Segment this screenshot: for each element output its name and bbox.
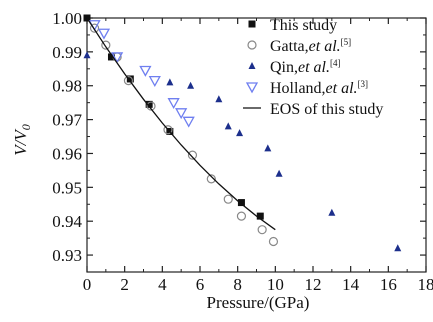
data-point-series-2 — [187, 81, 195, 89]
data-point-series-3 — [139, 65, 152, 77]
data-point-series-2 — [236, 129, 244, 137]
data-point-series-0 — [256, 212, 264, 220]
eos-fit-line — [86, 17, 276, 231]
y-axis: 1.00 0.99 0.98 0.97 0.96 0.95 0.94 0.93 — [52, 9, 426, 273]
data-point-series-2 — [394, 244, 402, 252]
y-axis-title-subscript: 0 — [19, 124, 33, 130]
data-point-series-3 — [182, 116, 195, 128]
data-point-series-3 — [167, 98, 180, 110]
data-point-series-1 — [187, 150, 198, 160]
data-point-series-1 — [223, 194, 233, 204]
legend-swatch — [247, 40, 257, 50]
legend-swatch — [248, 62, 256, 69]
data-point-series-0 — [126, 75, 134, 83]
x-tick-label: 8 — [233, 275, 242, 294]
legend-label: This study — [270, 17, 337, 34]
y-tick-label: 0.94 — [52, 212, 82, 231]
data-point-series-1 — [146, 101, 156, 111]
data-point-series-2 — [264, 144, 272, 152]
data-point-series-1 — [268, 236, 279, 247]
data-point-series-2 — [224, 122, 232, 130]
data-point-series-3 — [148, 76, 161, 87]
data-point-series-3 — [111, 52, 124, 64]
data-point-series-1 — [257, 225, 267, 235]
y-tick-label: 0.95 — [52, 178, 82, 197]
x-tick-label: 12 — [305, 275, 322, 294]
y-tick-label: 0.93 — [52, 246, 82, 265]
x-tick-label: 2 — [120, 275, 129, 294]
data-point-series-2 — [215, 95, 223, 103]
x-tick-label: 14 — [342, 275, 360, 294]
y-tick-label: 1.00 — [52, 9, 82, 28]
data-point-series-0 — [107, 53, 115, 61]
x-axis: 0 2 4 6 8 10 12 14 16 18 — [83, 18, 433, 294]
legend-swatch — [248, 20, 256, 28]
x-tick-label: 10 — [267, 275, 284, 294]
y-axis-title-main: V/V — [11, 128, 30, 156]
y-tick-label: 0.97 — [52, 111, 82, 130]
data-point-series-1 — [236, 211, 247, 221]
data-point-series-1 — [163, 125, 173, 135]
data-point-series-2 — [166, 78, 174, 86]
x-tick-label: 6 — [196, 275, 205, 294]
plot-frame — [86, 17, 427, 273]
data-point-series-2 — [328, 208, 336, 216]
data-point-series-2 — [275, 169, 283, 177]
x-tick-label: 18 — [418, 275, 433, 294]
legend-swatch — [245, 82, 259, 94]
data-point-series-2 — [83, 51, 91, 59]
legend-label: Holland,et al.[3] — [270, 79, 368, 97]
x-axis-title: Pressure/(GPa) — [207, 293, 310, 312]
x-tick-label: 0 — [83, 275, 92, 294]
y-tick-label: 0.98 — [52, 77, 82, 96]
x-tick-label: 16 — [380, 275, 397, 294]
data-point-series-3 — [175, 108, 188, 120]
legend-label: Gatta,et al.[5] — [270, 37, 351, 55]
y-axis-title: V/V0 — [11, 124, 33, 156]
legend-label: EOS of this study — [270, 101, 383, 118]
data-point-series-1 — [206, 174, 216, 184]
legend-label: Qin,et al.[4] — [270, 58, 341, 76]
data-point-series-1 — [123, 76, 134, 86]
data-marks — [83, 14, 402, 252]
y-tick-label: 0.96 — [52, 144, 82, 163]
data-point-series-1 — [101, 40, 111, 50]
legend: This study Gatta,et al.[5] Qin,et al.[4] Ho… — [243, 17, 383, 118]
y-tick-label: 0.99 — [52, 43, 82, 62]
data-point-series-3 — [97, 28, 111, 40]
x-tick-label: 4 — [158, 275, 167, 294]
data-point-series-0 — [145, 100, 153, 108]
data-point-series-1 — [89, 23, 100, 33]
data-point-series-0 — [237, 199, 245, 207]
plot-area — [86, 17, 427, 273]
